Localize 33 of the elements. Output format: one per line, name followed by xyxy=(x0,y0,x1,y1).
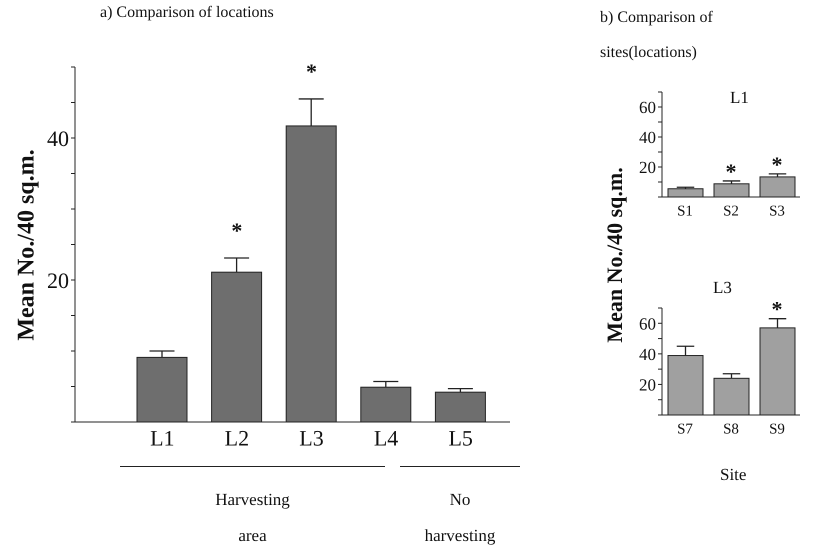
y-tick-label: 20 xyxy=(47,268,69,293)
annotation: * xyxy=(772,296,782,322)
x-tick-label: S3 xyxy=(769,204,785,220)
chart-subtitle: L1 xyxy=(730,88,749,108)
chart-title: a) Comparison of locations xyxy=(100,4,274,22)
x-tick-label: L2 xyxy=(224,426,250,451)
y-tick-label: 40 xyxy=(47,126,69,151)
x-tick-label: S7 xyxy=(677,422,694,438)
x-tick-label: S9 xyxy=(769,422,785,438)
x-tick-label: L3 xyxy=(299,426,324,451)
x-tick-label: L5 xyxy=(448,426,473,451)
x-tick-label: L1 xyxy=(150,426,175,451)
annotation: * xyxy=(231,218,242,243)
y-tick-label: 20 xyxy=(639,158,656,178)
y-axis-title: Mean No./40 sq.m. xyxy=(602,167,628,343)
text: Harvesting area xyxy=(214,489,291,546)
y-tick-label: 20 xyxy=(639,375,656,394)
y-axis-title: Mean No./40 sq.m. xyxy=(14,149,40,341)
y-tick-label: 60 xyxy=(639,98,656,118)
x-tick-label: S8 xyxy=(723,422,739,438)
x-tick-label: L4 xyxy=(374,426,398,451)
x-tick-label: S2 xyxy=(723,204,739,220)
chart-title: b) Comparison of sites(locations) xyxy=(600,8,714,63)
y-tick-label: 40 xyxy=(639,128,656,148)
x-tick-label: S1 xyxy=(677,204,693,220)
x-axis-title: Site xyxy=(720,465,746,485)
chart-subtitle: L3 xyxy=(713,278,732,298)
y-tick-label: 60 xyxy=(639,314,656,334)
y-tick-label: 40 xyxy=(639,344,656,364)
annotation: * xyxy=(306,58,317,84)
text: No harvesting xyxy=(424,489,496,546)
annotation: * xyxy=(726,158,736,184)
annotation: * xyxy=(772,152,782,177)
